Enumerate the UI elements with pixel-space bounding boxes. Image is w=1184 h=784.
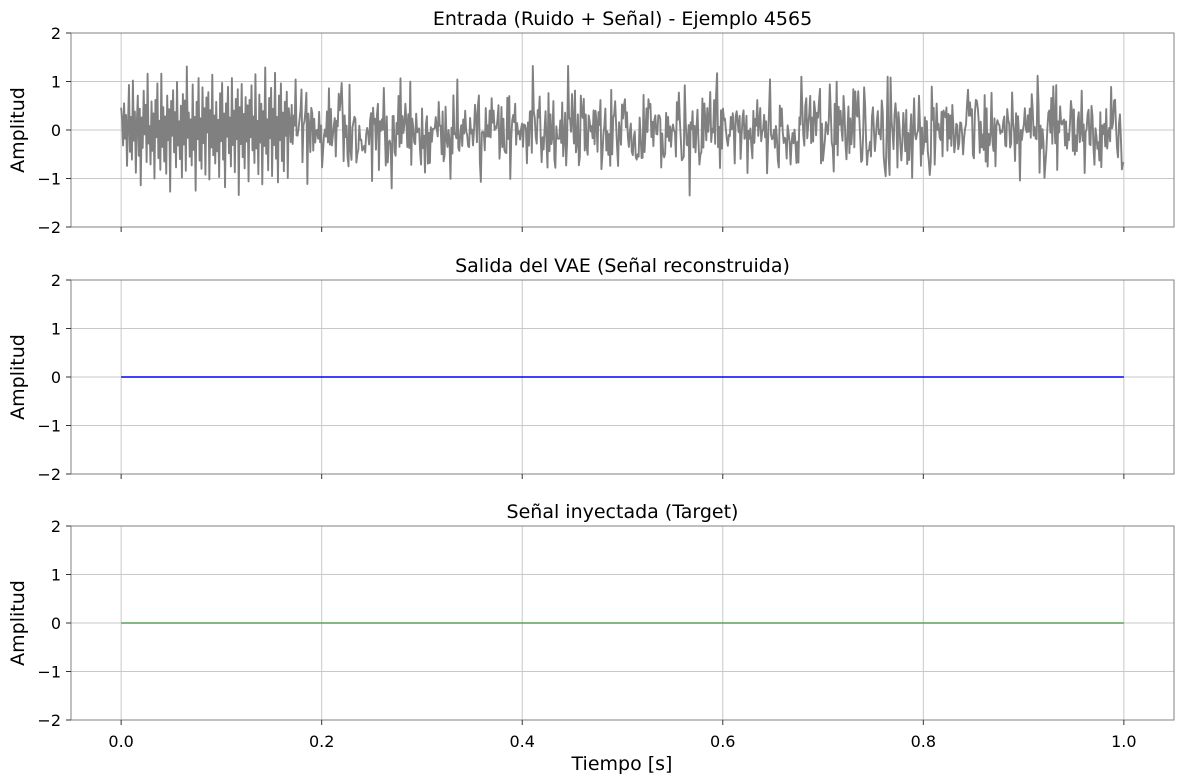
subplot-1: −2 −1 0 1 2 Entrada (Ruido + Señal) - Ejemplo… bbox=[7, 8, 1175, 237]
x-tick-label: 0.8 bbox=[911, 732, 936, 751]
subplot-title: Señal inyectada (Target) bbox=[507, 501, 739, 523]
subplot-3: 0.0 0.2 0.4 0.6 0.8 1.0 −2 −1 0 1 2 Señal inyectada… bbox=[7, 501, 1175, 751]
y-tick-label: 2 bbox=[51, 271, 61, 290]
y-tick-label: 1 bbox=[51, 73, 61, 92]
y-tick-label: 0 bbox=[51, 368, 61, 387]
x-tick-label: 0.6 bbox=[710, 732, 735, 751]
y-tick-label: 0 bbox=[51, 614, 61, 633]
y-tick-label: 2 bbox=[51, 24, 61, 43]
subplot-title: Salida del VAE (Señal reconstruida) bbox=[455, 255, 790, 277]
y-tick-label: −2 bbox=[37, 218, 61, 237]
y-tick-label: −1 bbox=[37, 417, 61, 436]
series-line bbox=[120, 65, 1125, 197]
y-tick-label: 1 bbox=[51, 320, 61, 339]
subplot-2: −2 −1 0 1 2 Salida del VAE (Señal reconstruid… bbox=[7, 255, 1175, 484]
y-tick-label: −2 bbox=[37, 711, 61, 730]
y-tick-label: 0 bbox=[51, 121, 61, 140]
y-tick-label: −2 bbox=[37, 465, 61, 484]
x-tick-label: 0.2 bbox=[309, 732, 334, 751]
y-tick-label: −1 bbox=[37, 170, 61, 189]
x-tick-label: 1.0 bbox=[1111, 732, 1136, 751]
y-axis-label: Amplitud bbox=[7, 87, 29, 173]
y-tick-label: 1 bbox=[51, 566, 61, 585]
x-axis-label: Tiempo [s] bbox=[571, 753, 673, 775]
x-tick-label: 0.4 bbox=[510, 732, 535, 751]
subplot-title: Entrada (Ruido + Señal) - Ejemplo 4565 bbox=[433, 8, 812, 30]
x-tick-label: 0.0 bbox=[108, 732, 133, 751]
y-axis-label: Amplitud bbox=[7, 580, 29, 666]
y-tick-label: −1 bbox=[37, 663, 61, 682]
subplots: −2 −1 0 1 2 Entrada (Ruido + Señal) - Ejemplo… bbox=[7, 8, 1175, 751]
y-tick-label: 2 bbox=[51, 517, 61, 536]
y-axis-label: Amplitud bbox=[7, 334, 29, 420]
